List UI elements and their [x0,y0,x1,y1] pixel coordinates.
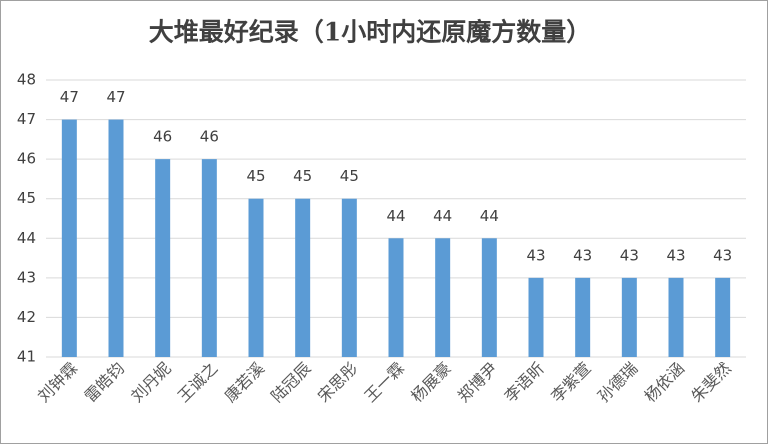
data-label: 44 [386,207,405,225]
bar [621,277,637,357]
y-tick-label: 43 [17,268,36,286]
y-tick-label: 46 [17,150,36,168]
data-label: 46 [153,128,172,146]
bar [248,198,264,357]
bar [481,238,497,357]
chart-title: 大堆最好纪录（1小时内还原魔方数量） [149,18,591,47]
y-tick-label: 41 [17,348,36,366]
data-label: 44 [433,207,452,225]
bar [341,198,357,357]
bar [715,277,731,357]
data-label: 46 [200,128,219,146]
y-tick-label: 48 [17,71,36,89]
data-label: 47 [60,88,79,106]
data-label: 43 [573,246,592,264]
y-tick-label: 42 [17,308,36,326]
data-label: 43 [666,246,685,264]
data-label: 45 [246,167,265,185]
data-label: 43 [713,246,732,264]
y-tick-label: 44 [17,229,36,247]
bar [668,277,684,357]
bar [295,198,311,357]
bar [528,277,544,357]
bar [108,119,124,357]
bar [388,238,404,357]
data-label: 43 [526,246,545,264]
bar [61,119,77,357]
bar [155,159,171,357]
bar [575,277,591,357]
data-label: 45 [293,167,312,185]
y-tick-label: 47 [17,110,36,128]
bar [201,159,217,357]
bar [435,238,451,357]
data-label: 45 [340,167,359,185]
data-label: 47 [106,88,125,106]
data-label: 44 [480,207,499,225]
data-label: 43 [620,246,639,264]
y-tick-label: 45 [17,189,36,207]
